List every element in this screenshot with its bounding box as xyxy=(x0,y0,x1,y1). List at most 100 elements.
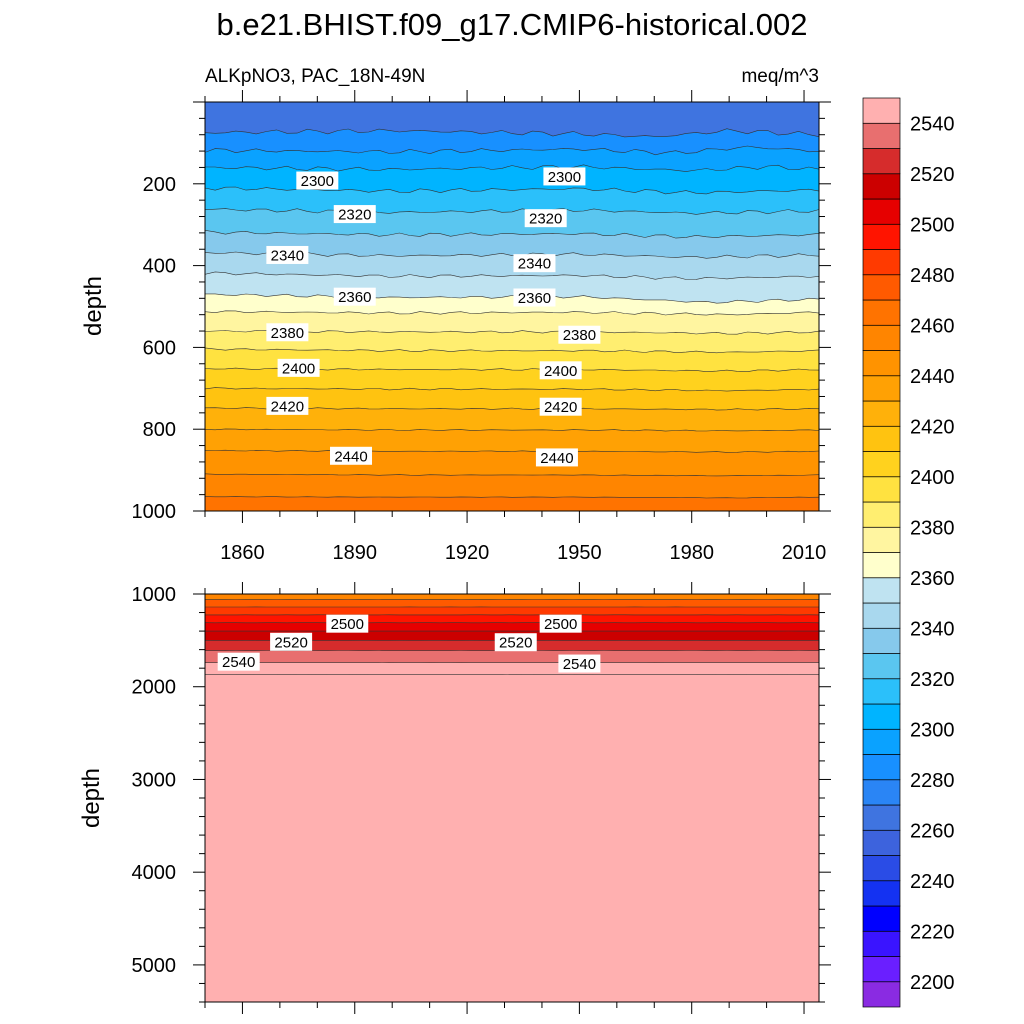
colorbar-tick-label: 2240 xyxy=(910,871,955,893)
upper-contour-line-2290 xyxy=(205,145,819,156)
lower-contour-label-text: 2500 xyxy=(331,616,364,633)
lower-contour-label: 2520 xyxy=(494,633,537,652)
lower-contour-label-text: 2540 xyxy=(563,656,596,673)
colorbar-swatch xyxy=(862,425,901,452)
upper-contour-label: 2300 xyxy=(543,167,586,186)
upper-contour-label: 2420 xyxy=(539,397,582,416)
colorbar-tick-label: 2320 xyxy=(910,669,955,691)
colorbar-swatch xyxy=(862,350,901,377)
upper-contour-line-2460 xyxy=(205,496,819,499)
lower-axes: 1000 2000 3000 4000 5000 xyxy=(132,582,831,1014)
upper-contour-line-2320 xyxy=(205,208,819,215)
colorbar-tick-label: 2280 xyxy=(910,770,955,792)
upper-contour-label: 2380 xyxy=(558,325,601,344)
upper-contour-label-text: 2300 xyxy=(548,169,581,186)
colorbar-tick-label: 2380 xyxy=(910,517,955,539)
colorbar-swatch xyxy=(862,501,901,528)
lower-contour-label-text: 2520 xyxy=(499,635,532,652)
upper-x-tick-label: 1980 xyxy=(669,542,714,564)
colorbar-swatch xyxy=(862,880,901,907)
upper-contour-label: 2320 xyxy=(524,209,567,228)
lower-contour-label-text: 2520 xyxy=(274,634,307,651)
lower-y-tick-label: 2000 xyxy=(132,677,177,699)
upper-y-tick-label: 600 xyxy=(143,337,176,359)
upper-contour-line-2360 xyxy=(205,293,819,304)
upper-contour-label: 2400 xyxy=(277,358,320,377)
upper-x-tick-label: 1890 xyxy=(333,542,378,564)
lower-y-axis-label: depth xyxy=(78,768,105,828)
upper-contour-label-text: 2340 xyxy=(271,247,304,264)
upper-contour-label-text: 2400 xyxy=(282,360,315,377)
colorbar-swatch xyxy=(862,198,901,225)
colorbar-swatch xyxy=(862,678,901,705)
lower-contour-label: 2540 xyxy=(558,654,601,673)
colorbar-swatch xyxy=(862,855,901,882)
colorbar-swatch xyxy=(862,375,901,402)
colorbar-swatch xyxy=(862,324,901,351)
colorbar-swatch xyxy=(862,173,901,200)
upper-contour-label-text: 2420 xyxy=(271,398,304,415)
lower-contour-label: 2540 xyxy=(217,652,260,671)
colorbar-tick-label: 2340 xyxy=(910,618,955,640)
colorbar-swatch xyxy=(862,476,901,503)
colorbar-swatch xyxy=(862,728,901,755)
colorbar-tick-label: 2480 xyxy=(910,265,955,287)
upper-contour-label-text: 2380 xyxy=(271,325,304,342)
lower-y-tick-label: 1000 xyxy=(132,584,177,606)
upper-axes: 200 400 600 800 1000 1860 1890 1920 1950 1980 2010 xyxy=(132,90,831,564)
upper-contour-line-2330 xyxy=(205,230,819,239)
upper-plot-frame xyxy=(204,101,820,512)
upper-contour-label-text: 2360 xyxy=(338,289,371,306)
colorbar-tick-label: 2520 xyxy=(910,164,955,186)
units-label: meq/m^3 xyxy=(741,66,819,87)
lower-filled-bands xyxy=(205,594,819,1002)
colorbar-swatch xyxy=(862,274,901,301)
upper-x-tick-label: 1950 xyxy=(557,542,602,564)
colorbar-swatch xyxy=(862,148,901,175)
colorbar-swatch xyxy=(862,754,901,781)
colorbar-tick-label: 2300 xyxy=(910,719,955,741)
colorbar-tick-label: 2200 xyxy=(910,972,955,994)
colorbar-swatch xyxy=(862,627,901,654)
upper-contour-label-text: 2320 xyxy=(338,207,371,224)
colorbar-tick-label: 2220 xyxy=(910,921,955,943)
colorbar-swatch xyxy=(862,526,901,553)
upper-contour-line-2300 xyxy=(205,164,819,172)
lower-y-tick-label: 4000 xyxy=(132,862,177,884)
upper-contour-label: 2300 xyxy=(296,171,339,190)
colorbar-swatch xyxy=(862,552,901,579)
upper-x-tick-label: 2010 xyxy=(782,542,827,564)
colorbar-swatch xyxy=(862,97,901,124)
upper-contour-line-2410 xyxy=(205,387,819,392)
colorbar-swatch xyxy=(862,981,901,1008)
colorbar-tick-label: 2260 xyxy=(910,820,955,842)
colorbar-swatch xyxy=(862,804,901,831)
upper-contour-line-2370 xyxy=(205,310,819,316)
figure-title: b.e21.BHIST.f09_g17.CMIP6-historical.002 xyxy=(216,7,807,42)
upper-contour-label: 2340 xyxy=(266,245,309,264)
colorbar-swatch xyxy=(862,400,901,427)
upper-contour-line-2350 xyxy=(205,271,819,280)
upper-contour-label: 2360 xyxy=(513,288,556,307)
colorbar-swatch xyxy=(862,299,901,326)
upper-contour-label: 2360 xyxy=(333,287,376,306)
upper-y-tick-label: 1000 xyxy=(132,501,177,523)
colorbar-swatch xyxy=(862,956,901,983)
upper-contour-label: 2400 xyxy=(539,361,582,380)
colorbar-swatch xyxy=(862,653,901,680)
upper-contour-label-text: 2320 xyxy=(529,211,562,228)
lower-y-tick-label: 3000 xyxy=(132,769,177,791)
lower-band-2550 xyxy=(205,674,819,1002)
upper-y-tick-label: 200 xyxy=(143,174,176,196)
upper-contour-line-2390 xyxy=(205,347,819,354)
colorbar-tick-label: 2360 xyxy=(910,568,955,590)
colorbar-tick-label: 2460 xyxy=(910,315,955,337)
colorbar-swatch xyxy=(862,122,901,149)
colorbar-swatch xyxy=(862,905,901,932)
lower-contour-panel: 2500 2500 2520 2520 2540 2540 1000 2000 3000 400… xyxy=(78,582,831,1014)
colorbar-swatch xyxy=(862,930,901,957)
colorbar-swatch xyxy=(862,829,901,856)
upper-contour-label-text: 2360 xyxy=(518,290,551,307)
colorbar: 2200 2220 2240 2260 2280 2300 2320 2340 2360 2380… xyxy=(862,97,955,1008)
